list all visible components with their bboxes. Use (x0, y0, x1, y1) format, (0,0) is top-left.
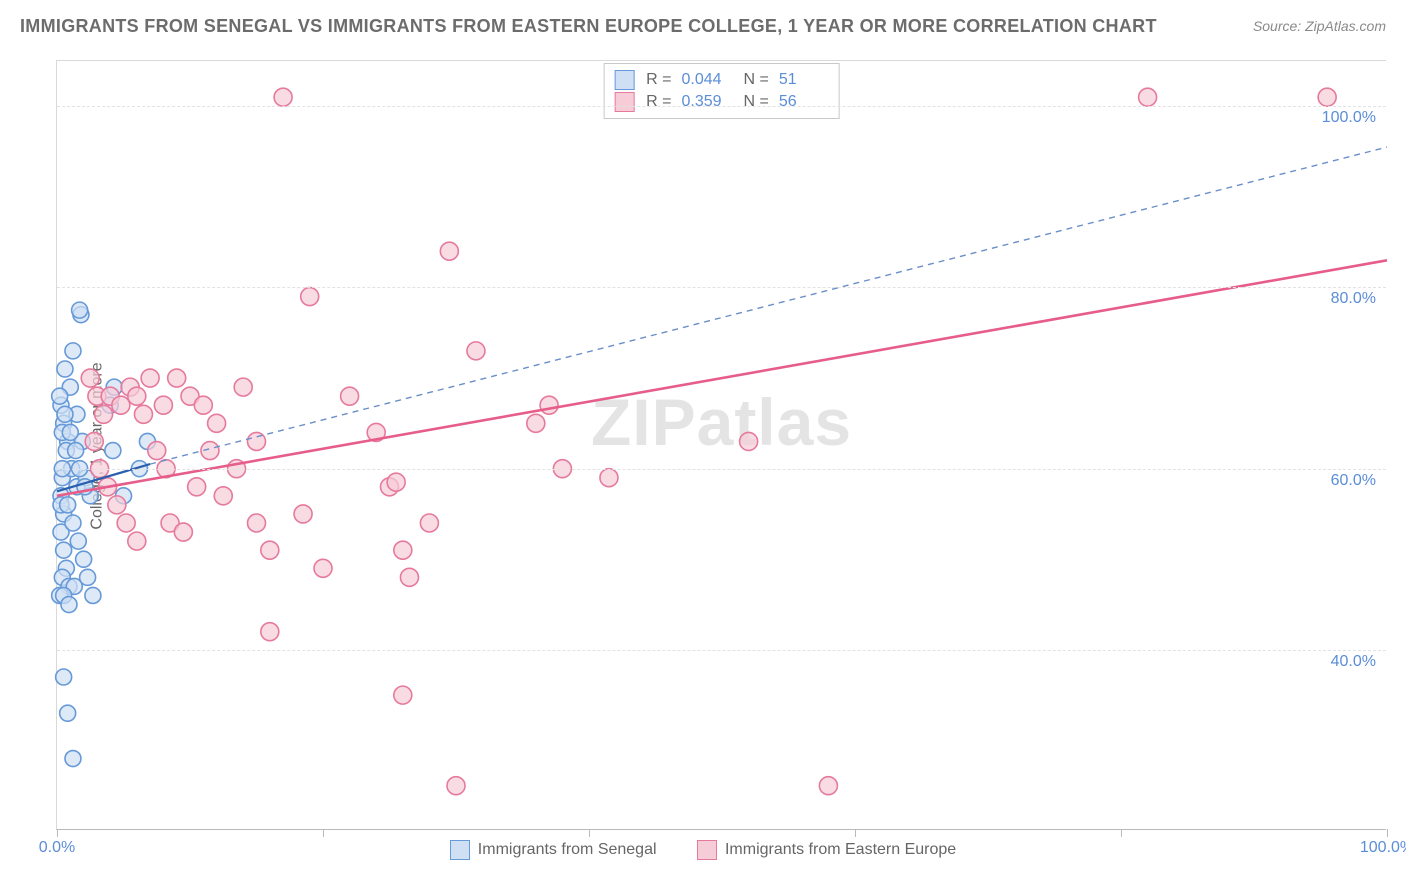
chart-plot-area: ZIPatlas R = 0.044 N = 51 R = 0.359 N = … (56, 60, 1386, 830)
y-tick-label: 60.0% (1331, 472, 1376, 490)
legend-item-eastern-europe: Immigrants from Eastern Europe (697, 840, 956, 860)
legend-item-label: Immigrants from Senegal (478, 841, 657, 859)
y-tick-label: 80.0% (1331, 290, 1376, 308)
x-tick (323, 829, 324, 837)
legend-swatch-senegal (614, 70, 634, 90)
legend-item-label: Immigrants from Eastern Europe (725, 841, 956, 859)
gridline (57, 469, 1386, 470)
legend-swatch-icon (450, 840, 470, 860)
y-tick-label: 40.0% (1331, 653, 1376, 671)
legend-label-r: R = (646, 93, 671, 111)
legend-stats-row: R = 0.044 N = 51 (614, 70, 829, 90)
legend-label-r: R = (646, 71, 671, 89)
legend-item-senegal: Immigrants from Senegal (450, 840, 657, 860)
legend-swatch-eastern-europe (614, 92, 634, 112)
legend-stats-row: R = 0.359 N = 56 (614, 92, 829, 112)
scatter-svg (57, 61, 1386, 829)
x-tick (57, 829, 58, 837)
x-tick (1121, 829, 1122, 837)
x-tick (1387, 829, 1388, 837)
legend-swatch-icon (697, 840, 717, 860)
legend-value-n-senegal: 51 (779, 71, 829, 89)
source-attribution: Source: ZipAtlas.com (1253, 18, 1386, 34)
gridline (57, 106, 1386, 107)
legend-value-r-ee: 0.359 (682, 93, 732, 111)
legend-value-r-senegal: 0.044 (682, 71, 732, 89)
x-tick (589, 829, 590, 837)
legend-stats-box: R = 0.044 N = 51 R = 0.359 N = 56 (603, 63, 840, 119)
y-tick-label: 100.0% (1322, 109, 1376, 127)
gridline (57, 650, 1386, 651)
x-tick (855, 829, 856, 837)
legend-label-n: N = (744, 93, 769, 111)
legend-bottom: Immigrants from Senegal Immigrants from … (0, 840, 1406, 865)
legend-value-n-ee: 56 (779, 93, 829, 111)
legend-label-n: N = (744, 71, 769, 89)
chart-title: IMMIGRANTS FROM SENEGAL VS IMMIGRANTS FR… (20, 16, 1157, 37)
gridline (57, 287, 1386, 288)
